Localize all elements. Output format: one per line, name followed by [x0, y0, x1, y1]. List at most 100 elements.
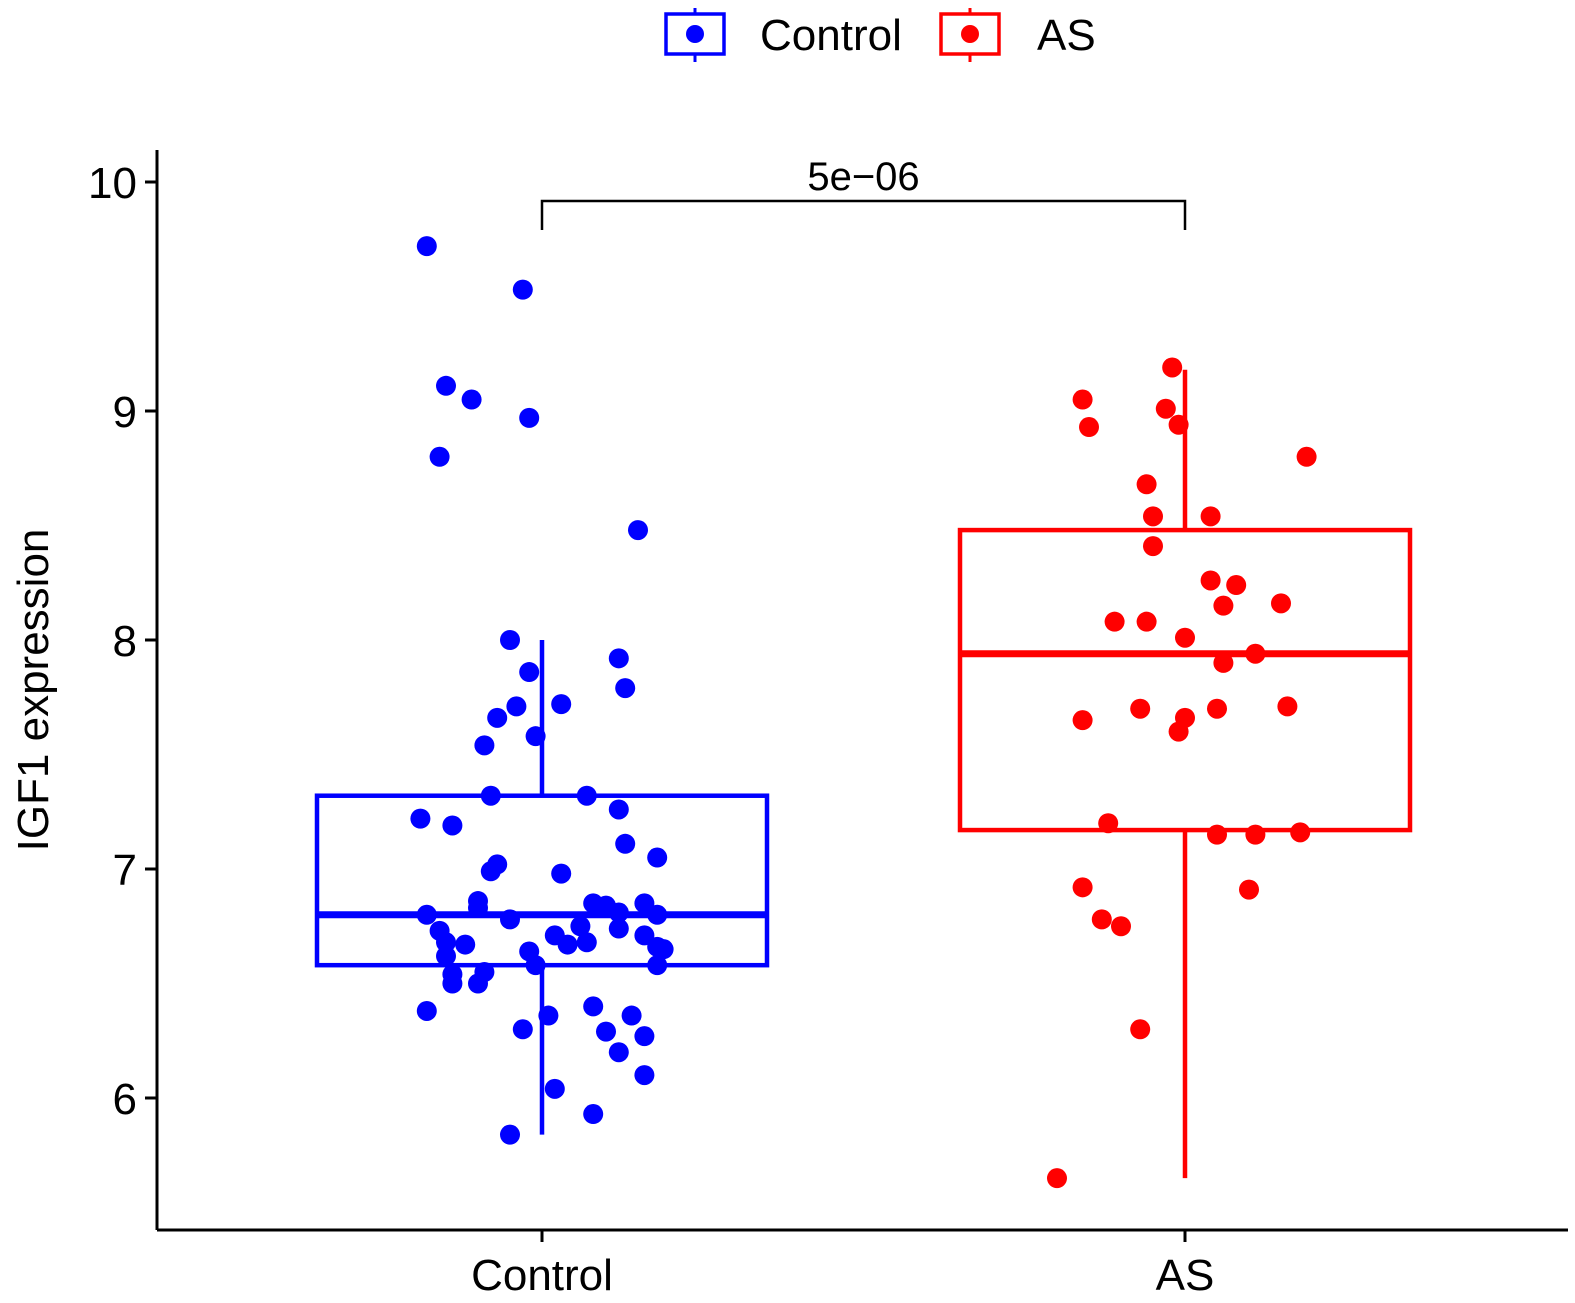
point-control — [608, 902, 629, 923]
point-as — [1136, 611, 1157, 632]
bracket-line — [540, 199, 1187, 230]
p-value-label: 5e−06 — [807, 155, 919, 199]
plot-area — [314, 236, 1413, 1189]
point-control — [647, 847, 668, 868]
point-control — [634, 1026, 655, 1047]
legend: Control AS — [664, 8, 1096, 62]
point-control — [506, 696, 527, 717]
point-control — [551, 694, 572, 715]
point-control — [416, 904, 437, 925]
point-control — [436, 375, 456, 396]
y-tick-label: 7 — [113, 846, 137, 895]
point-control — [653, 939, 674, 960]
point-as — [1245, 824, 1266, 845]
legend-key-control — [664, 8, 726, 62]
point-as — [1213, 652, 1234, 673]
point-control — [429, 446, 450, 467]
point-control — [576, 932, 597, 953]
point-as — [1207, 698, 1227, 719]
point-control — [525, 955, 546, 976]
point-as — [1079, 417, 1099, 438]
legend-label-control: Control — [760, 11, 902, 60]
point-as — [1213, 595, 1234, 616]
point-as — [1136, 474, 1157, 495]
point-as — [1047, 1168, 1067, 1189]
point-control — [500, 1124, 520, 1145]
significance-bracket: 5e−06 — [540, 155, 1187, 230]
point-as — [1168, 414, 1189, 435]
point-control — [474, 735, 495, 756]
point-control — [442, 815, 463, 836]
point-control — [500, 630, 520, 650]
point-control — [468, 897, 488, 918]
point-as — [1290, 822, 1311, 843]
legend-key-control-dot — [686, 25, 704, 43]
point-control — [500, 909, 520, 930]
point-as — [1072, 877, 1093, 898]
point-as — [1130, 1019, 1151, 1040]
point-control — [455, 934, 476, 955]
point-as — [1245, 643, 1266, 664]
point-as — [1162, 357, 1183, 378]
point-control — [436, 932, 456, 953]
point-control — [583, 996, 604, 1017]
box-as-iqr — [957, 527, 1413, 833]
y-tick-label: 9 — [113, 388, 137, 437]
x-ticks: Control AS — [471, 1230, 1214, 1300]
point-control — [519, 662, 540, 683]
point-control — [647, 904, 668, 925]
point-as — [1130, 698, 1151, 719]
point-control — [519, 407, 540, 428]
point-as — [1277, 696, 1298, 717]
point-control — [436, 946, 456, 967]
y-tick-label: 10 — [88, 159, 137, 208]
point-as — [1104, 611, 1125, 632]
point-control — [416, 236, 437, 257]
boxes — [314, 369, 1413, 1179]
point-as — [1072, 389, 1093, 410]
legend-key-as-dot — [961, 25, 979, 43]
point-control — [525, 726, 546, 747]
point-control — [512, 1019, 533, 1040]
point-control — [596, 1021, 616, 1042]
point-control — [551, 863, 572, 884]
point-control — [442, 973, 463, 994]
point-as — [1098, 813, 1119, 834]
point-control — [576, 785, 597, 806]
point-control — [608, 918, 629, 939]
point-control — [480, 785, 501, 806]
point-control — [621, 1005, 642, 1026]
point-as — [1200, 570, 1221, 591]
point-control — [487, 707, 508, 728]
point-control — [468, 973, 488, 994]
legend-label-as: AS — [1037, 11, 1096, 60]
point-as — [1143, 506, 1163, 527]
point-control — [544, 1078, 565, 1099]
point-control — [608, 1042, 629, 1063]
point-control — [557, 934, 578, 955]
point-as — [1175, 627, 1195, 648]
data-points — [410, 236, 1317, 1189]
point-as — [1296, 446, 1317, 467]
point-as — [1111, 916, 1131, 937]
x-tick-label-control: Control — [471, 1251, 613, 1300]
point-control — [410, 808, 431, 829]
point-control — [628, 520, 648, 541]
point-control — [570, 916, 591, 937]
point-as — [1239, 879, 1259, 900]
y-tick-label: 8 — [113, 617, 137, 666]
point-control — [634, 925, 655, 946]
point-control — [538, 1005, 559, 1026]
point-control — [480, 861, 501, 882]
point-as — [1200, 506, 1221, 527]
point-as — [1091, 909, 1112, 930]
point-control — [608, 648, 629, 669]
axes: 6 7 8 9 10 Control AS IGF1 expression — [9, 150, 1568, 1300]
point-as — [1143, 536, 1163, 557]
point-control — [512, 279, 533, 300]
point-as — [1207, 824, 1227, 845]
point-control — [416, 1000, 437, 1021]
legend-key-as — [939, 8, 1001, 62]
y-ticks: 6 7 8 9 10 — [88, 159, 157, 1124]
